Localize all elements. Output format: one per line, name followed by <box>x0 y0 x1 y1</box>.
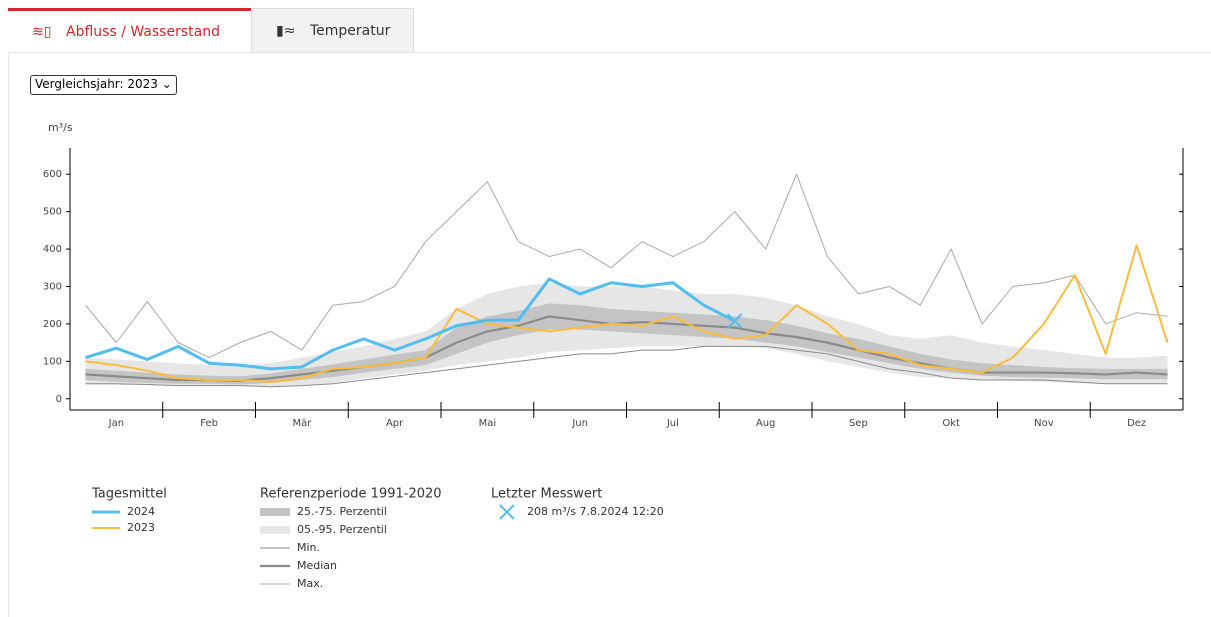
series-line <box>85 244 1169 383</box>
y-tick-label: 0 <box>56 394 62 405</box>
x-tick-label: Sep <box>849 418 868 429</box>
legend-swatch <box>260 508 290 516</box>
tab-label: Temperatur <box>310 22 391 39</box>
select-label: Vergleichsjahr: 2023 <box>35 77 158 91</box>
x-tick-label: Mai <box>479 418 497 429</box>
legend-title: Tagesmittel <box>91 487 167 502</box>
legend-label: 2023 <box>127 521 155 534</box>
legend-label: 208 m³/s 7.8.2024 12:20 <box>527 505 664 518</box>
divider <box>8 52 1211 53</box>
legend-title: Letzter Messwert <box>491 487 602 502</box>
percentile-band <box>85 303 1168 385</box>
legend-label: 2024 <box>127 505 155 518</box>
y-tick-label: 600 <box>43 169 62 180</box>
icon: ≋▯ <box>32 23 52 40</box>
x-tick-label: Apr <box>386 418 404 429</box>
icon: ▮≈ <box>276 22 296 39</box>
legend-swatch <box>260 526 290 534</box>
x-tick-label: Nov <box>1034 418 1054 429</box>
year-select[interactable]: Vergleichsjahr: 2023 ⌄ <box>30 75 177 95</box>
series-line <box>85 315 1168 382</box>
divider <box>8 52 9 617</box>
legend-label: Median <box>297 559 337 572</box>
legend-label: Min. <box>297 541 320 554</box>
y-tick-label: 200 <box>43 319 62 330</box>
x-tick-label: Jun <box>571 418 588 429</box>
x-tick-label: Dez <box>1127 418 1146 429</box>
tab[interactable]: ▮≈ Temperatur <box>251 8 414 52</box>
y-tick-label: 100 <box>43 356 62 367</box>
legend-label: 25.-75. Perzentil <box>297 505 387 518</box>
legend-label: 05.-95. Perzentil <box>297 523 387 536</box>
x-tick-label: Okt <box>942 418 960 429</box>
series-line <box>85 173 1168 359</box>
y-tick-label: 400 <box>43 244 62 255</box>
x-tick-label: Jul <box>666 418 679 429</box>
tab-active[interactable]: ≋▯ Abfluss / Wasserstand <box>8 8 251 52</box>
tab-label: Abfluss / Wasserstand <box>66 23 220 40</box>
latest-marker <box>727 313 743 329</box>
y-tick-label: 500 <box>43 207 62 218</box>
series-line <box>85 277 736 371</box>
legend-swatch <box>499 504 515 520</box>
x-tick-label: Mär <box>292 418 312 429</box>
y-axis-label: m³/s <box>48 121 73 134</box>
x-tick-label: Feb <box>200 418 218 429</box>
series-line <box>85 345 1168 388</box>
x-tick-label: Aug <box>756 418 776 429</box>
legend-title: Referenzperiode 1991-2020 <box>260 487 442 502</box>
y-tick-label: 300 <box>43 281 62 292</box>
chart: m³/s 0 100 200 300 400 500 600 Jan Feb Mär Apr Mai J… <box>43 121 1184 590</box>
legend-label: Max. <box>297 577 323 590</box>
x-tick-label: Jan <box>108 418 124 429</box>
